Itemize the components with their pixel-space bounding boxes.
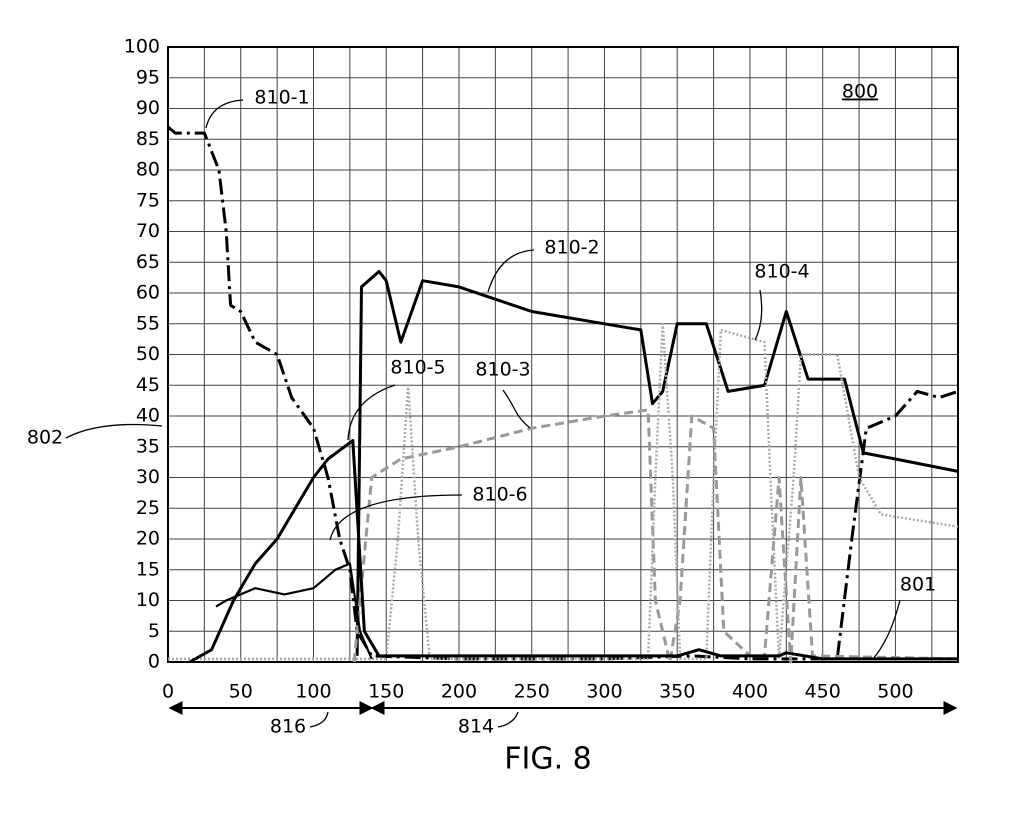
y-tick-label: 30 <box>136 466 160 488</box>
y-tick-label: 95 <box>136 66 160 88</box>
y-tick-label: 75 <box>136 189 160 211</box>
data-line <box>355 270 959 656</box>
x-tick-label: 500 <box>877 681 913 703</box>
series-label: 810-6 <box>472 484 527 506</box>
annotation: 802 <box>27 427 63 449</box>
leader-line <box>487 249 535 293</box>
x-tick-label: 250 <box>514 681 550 703</box>
y-tick-label: 55 <box>136 312 160 334</box>
y-tick-label: 80 <box>136 159 160 181</box>
data-line <box>215 562 373 660</box>
y-tick-label: 45 <box>136 374 160 396</box>
y-tick-label: 0 <box>148 651 160 673</box>
y-tick-label: 10 <box>136 589 160 611</box>
series-label: 810-4 <box>754 261 809 283</box>
leader-line <box>347 384 396 441</box>
y-tick-label: 35 <box>136 435 160 457</box>
y-tick-label: 65 <box>136 251 160 273</box>
leader-line <box>329 494 463 541</box>
x-tick-label: 150 <box>368 681 404 703</box>
y-tick-label: 40 <box>136 405 160 427</box>
plot-frame <box>167 46 959 663</box>
y-tick-label: 100 <box>124 36 160 58</box>
leader-line <box>205 99 244 129</box>
series-label: 810-2 <box>544 237 599 259</box>
y-tick-label: 15 <box>136 558 160 580</box>
caption: FIG. 8 <box>504 742 592 777</box>
data-line <box>189 439 958 664</box>
data-line <box>352 408 959 664</box>
x-tick-label: 50 <box>229 681 253 703</box>
leader-line <box>497 711 519 728</box>
leader-line <box>754 289 763 341</box>
leader-line <box>871 599 901 661</box>
y-tick-label: 50 <box>136 343 160 365</box>
y-tick-label: 25 <box>136 497 160 519</box>
data-line <box>168 322 959 661</box>
data-line <box>167 125 959 661</box>
annotation: 800 <box>842 81 878 103</box>
annotation: 816 <box>270 716 306 738</box>
y-tick-label: 90 <box>136 97 160 119</box>
x-tick-label: 0 <box>162 681 174 703</box>
leader-line <box>502 389 531 429</box>
y-tick-label: 5 <box>148 620 160 642</box>
leader-line <box>309 711 329 728</box>
x-tick-label: 200 <box>441 681 477 703</box>
x-tick-label: 300 <box>586 681 622 703</box>
y-tick-label: 70 <box>136 220 160 242</box>
x-tick-label: 450 <box>805 681 841 703</box>
y-tick-label: 20 <box>136 528 160 550</box>
y-tick-label: 60 <box>136 282 160 304</box>
annotation: 801 <box>900 574 936 596</box>
series-label: 810-5 <box>390 357 445 379</box>
leader-line <box>65 423 163 439</box>
x-tick-label: 400 <box>732 681 768 703</box>
series-label: 810-3 <box>475 359 530 381</box>
annotation: 814 <box>458 716 494 738</box>
y-tick-label: 85 <box>136 128 160 150</box>
series-label: 810-1 <box>254 87 309 109</box>
x-tick-label: 350 <box>659 681 695 703</box>
x-tick-label: 100 <box>295 681 331 703</box>
